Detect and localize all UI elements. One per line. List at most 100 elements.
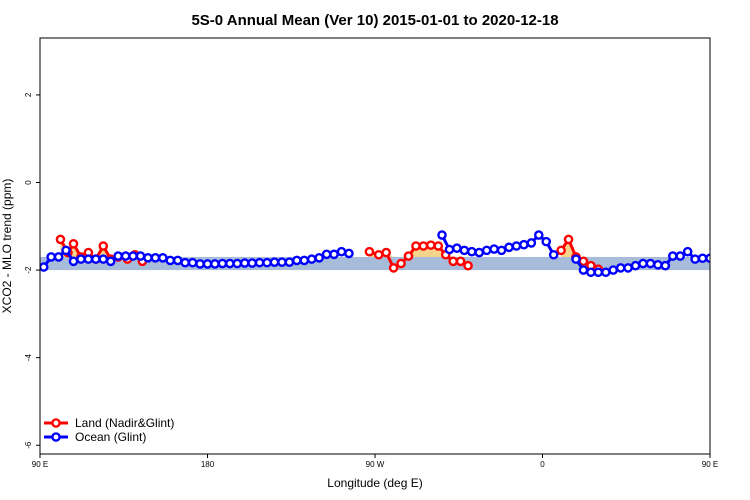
legend-ocean-label: Ocean (Glint) — [75, 430, 146, 444]
ocean-series — [40, 230, 750, 278]
plot-frame — [39, 37, 711, 455]
land-point — [381, 247, 391, 258]
ocean-point — [344, 248, 354, 259]
ocean-point — [744, 252, 750, 259]
ocean-point — [143, 253, 153, 263]
ocean-point — [481, 245, 492, 256]
land-point — [411, 241, 421, 251]
ocean-point — [68, 256, 79, 267]
y-axis-ticks: 2 0 -2 -4 -6 — [24, 92, 40, 449]
ocean-point — [593, 267, 604, 278]
land-point — [364, 246, 375, 257]
ocean-point — [623, 263, 633, 273]
ocean-point — [195, 259, 205, 269]
legend: Land (Nadir&Glint)Ocean (Glint) — [44, 416, 174, 444]
ocean-point — [314, 253, 324, 263]
ocean-point — [474, 247, 485, 258]
land-point — [98, 241, 109, 251]
ocean-point — [586, 267, 596, 278]
ocean-point — [437, 230, 447, 240]
land-point — [388, 263, 399, 273]
ocean-point — [217, 258, 228, 269]
ocean-point — [329, 249, 339, 260]
land-point — [563, 234, 574, 245]
ocean-point — [83, 254, 94, 264]
ocean-point — [262, 257, 272, 268]
ocean-point — [466, 246, 477, 257]
y-tick-label: 0 — [24, 180, 33, 185]
ocean-point — [714, 255, 721, 262]
ocean-point — [46, 252, 56, 262]
ocean-point — [306, 254, 317, 264]
land-point — [740, 240, 747, 247]
ocean-point — [254, 257, 265, 268]
ocean-point — [105, 256, 116, 267]
land-line-3 — [729, 239, 750, 261]
x-axis-label: Longitude (deg E) — [327, 476, 422, 490]
ocean-point — [61, 245, 71, 256]
y-tick-label: -6 — [24, 441, 33, 449]
ocean-point — [210, 259, 220, 269]
ocean-point — [292, 255, 302, 266]
ocean-point — [541, 236, 552, 247]
ocean-point — [519, 239, 529, 250]
legend-ocean-marker — [51, 432, 61, 442]
land-point — [396, 258, 406, 269]
ocean-point — [645, 258, 656, 269]
ocean-point — [225, 258, 235, 269]
ocean-point — [638, 258, 648, 269]
ocean-point — [571, 254, 581, 264]
ocean-point — [504, 242, 514, 253]
land-point — [403, 251, 414, 261]
series-layer — [40, 230, 750, 278]
ocean-point — [232, 258, 243, 269]
land-point — [68, 239, 79, 249]
ocean-point — [682, 246, 693, 257]
ocean-point — [660, 260, 671, 271]
x-axis-ticks: 90 E 180 90 W 0 90 E — [32, 454, 718, 469]
ocean-point — [277, 257, 287, 268]
x-tick-label: 180 — [201, 460, 215, 469]
x-tick-label: 90 W — [366, 460, 385, 469]
ocean-point — [202, 259, 213, 269]
ocean-point — [98, 254, 109, 264]
ocean-point — [158, 253, 168, 263]
ocean-point — [452, 243, 462, 253]
ocean-point — [284, 257, 295, 268]
ocean-point — [113, 251, 123, 261]
ocean-point — [608, 265, 619, 275]
ocean-point — [653, 260, 663, 270]
ocean-point — [675, 251, 686, 261]
ocean-point — [269, 257, 280, 268]
ocean-point — [444, 244, 455, 255]
land-point — [732, 247, 739, 254]
land-point — [55, 234, 66, 245]
ocean-point — [630, 260, 641, 271]
ocean-point — [128, 251, 138, 261]
land-point — [433, 241, 444, 251]
ocean-point — [150, 253, 161, 263]
ocean-point — [180, 257, 190, 268]
ocean-point — [667, 251, 678, 261]
ocean-point — [187, 257, 198, 268]
y-tick-label: -2 — [24, 266, 33, 274]
ocean-point — [496, 245, 507, 256]
ocean-point — [697, 253, 708, 264]
ocean-point — [76, 254, 86, 264]
land-point — [448, 256, 458, 267]
ocean-point — [239, 258, 250, 268]
ocean-point — [165, 255, 176, 266]
ocean-point — [53, 252, 64, 262]
x-tick-label: 90 E — [702, 460, 718, 469]
ocean-point — [299, 255, 310, 266]
ocean-point — [705, 253, 710, 264]
y-tick-label: -4 — [24, 354, 33, 362]
ocean-point — [489, 244, 499, 254]
ocean-point — [247, 258, 257, 268]
ocean-point — [135, 251, 146, 261]
land-point — [556, 245, 566, 256]
ocean-point — [172, 255, 183, 266]
y-axis-label: XCO2 - MLO trend (ppm) — [0, 179, 14, 314]
land-point — [426, 240, 436, 250]
ocean-point — [511, 241, 522, 251]
